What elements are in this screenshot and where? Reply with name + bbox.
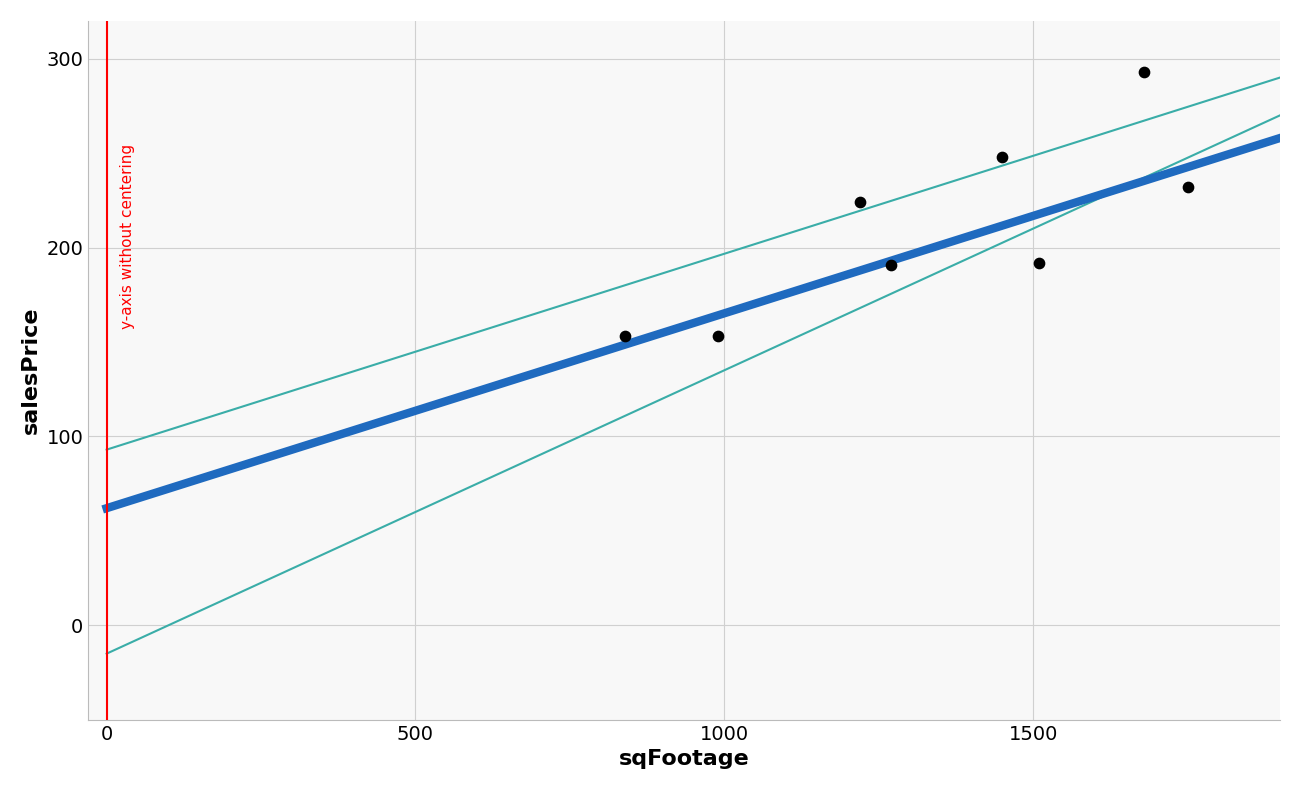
- Point: [615, 330, 636, 343]
- Y-axis label: salesPrice: salesPrice: [21, 307, 40, 434]
- Point: [850, 196, 870, 209]
- Text: y-axis without centering: y-axis without centering: [120, 144, 135, 329]
- Point: [881, 258, 902, 271]
- X-axis label: sqFootage: sqFootage: [619, 749, 749, 769]
- Point: [1134, 66, 1155, 78]
- Point: [1177, 181, 1198, 194]
- Point: [708, 330, 729, 343]
- Point: [991, 151, 1012, 164]
- Point: [1029, 256, 1050, 269]
